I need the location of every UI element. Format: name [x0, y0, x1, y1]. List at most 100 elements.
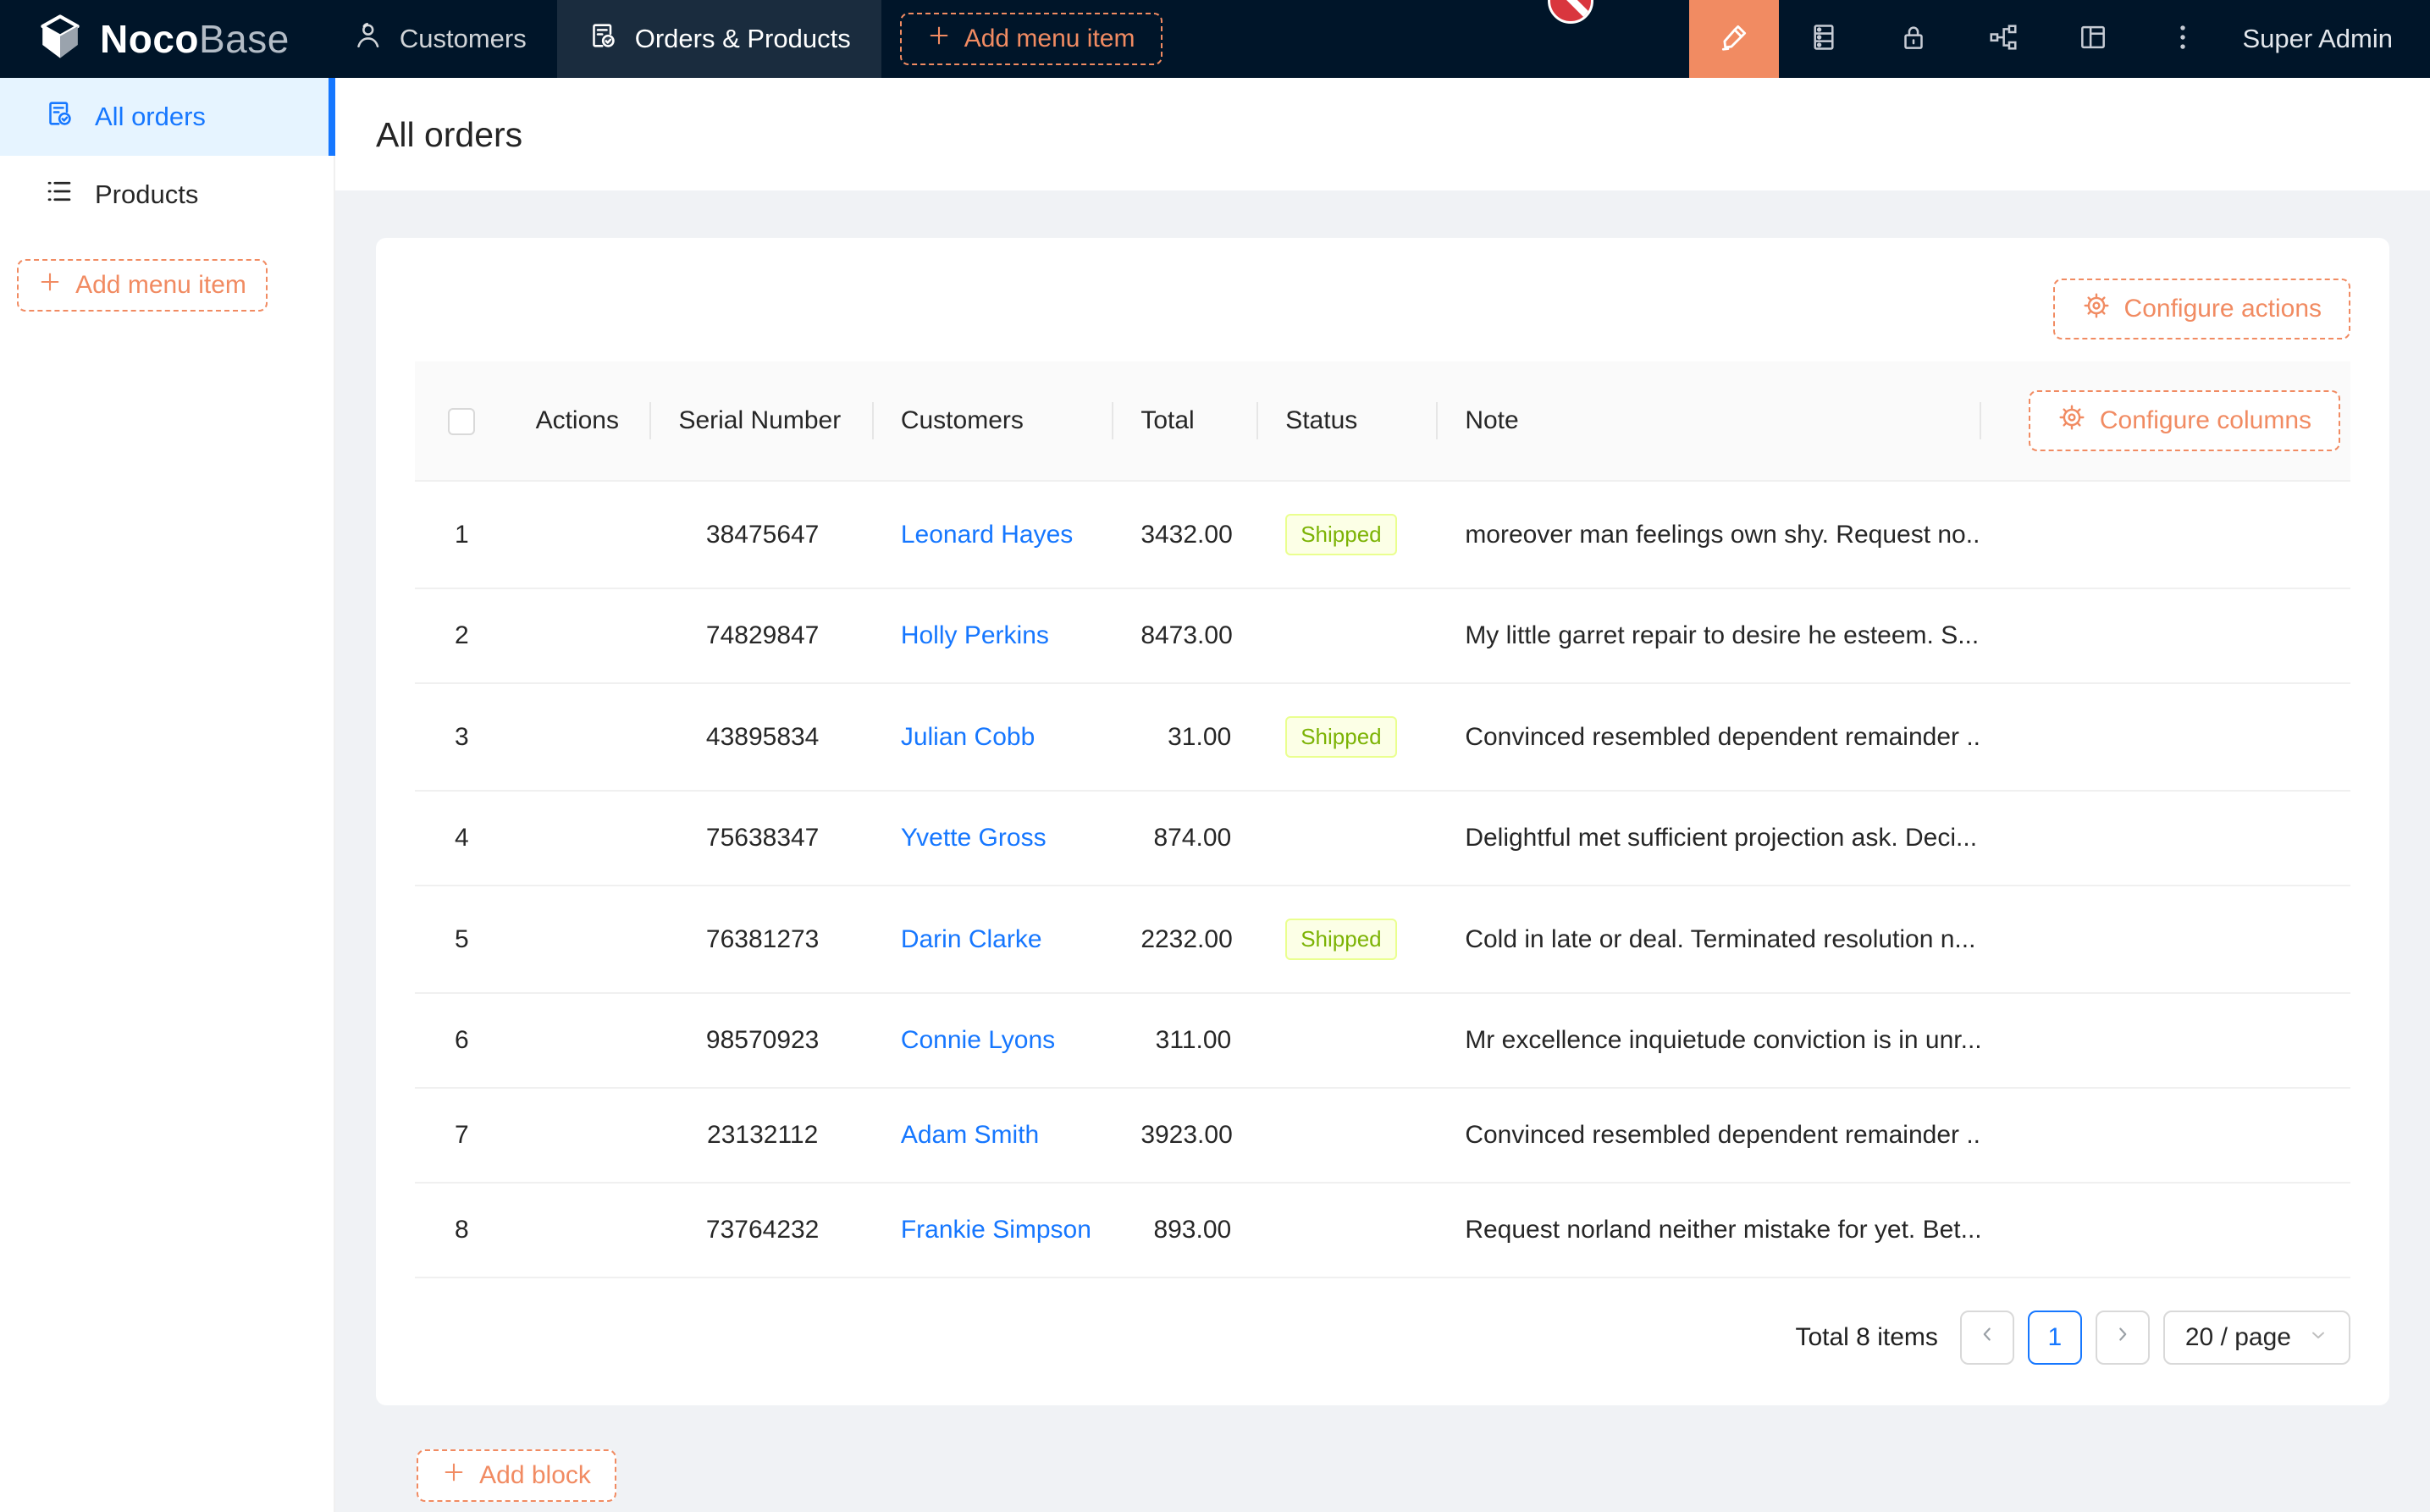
- note-cell: Convinced resembled dependent remainder …: [1438, 683, 1981, 792]
- ui-editor-button[interactable]: [2048, 0, 2138, 78]
- page-size-select[interactable]: 20 / page: [2162, 1311, 2350, 1365]
- status-cell: [1258, 791, 1439, 886]
- customer-link[interactable]: Yvette Gross: [900, 824, 1047, 852]
- customer-link[interactable]: Adam Smith: [900, 1121, 1040, 1149]
- nav-item-label: Customers: [399, 24, 527, 53]
- status-cell: [1258, 588, 1439, 684]
- status-tag: Shipped: [1285, 716, 1397, 758]
- total-cell: 31.00: [1113, 683, 1259, 792]
- note-cell: Mr excellence inquietude conviction is i…: [1438, 993, 1981, 1089]
- serial-cell: 73764232: [651, 1183, 874, 1278]
- serial-cell: 38475647: [651, 481, 874, 589]
- page-size-value: 20 / page: [2184, 1323, 2291, 1351]
- chevron-right-icon: [2112, 1323, 2134, 1352]
- sidebar-add-menu-item-label: Add menu item: [75, 271, 246, 299]
- table-row: 7 23132112 Adam Smith 3923.00 Convinced …: [415, 1088, 2350, 1184]
- table-row: 4 75638347 Yvette Gross 874.00 Delightfu…: [415, 791, 2350, 886]
- chevron-left-icon: [1976, 1323, 1998, 1352]
- select-all-checkbox[interactable]: [448, 408, 476, 436]
- table-row: 3 43895834 Julian Cobb 31.00 Shipped Con…: [415, 683, 2350, 792]
- customer-link[interactable]: Connie Lyons: [900, 1026, 1056, 1054]
- actions-cell: [508, 683, 652, 792]
- header-total: Total: [1113, 361, 1259, 482]
- config-cell: [1980, 1183, 2350, 1278]
- serial-cell: 76381273: [651, 886, 874, 994]
- config-cell: [1980, 1088, 2350, 1184]
- design-mode-toggle[interactable]: [1688, 0, 1779, 78]
- note-cell: Cold in late or deal. Terminated resolut…: [1438, 886, 1981, 994]
- pagination-page-1[interactable]: 1: [2027, 1311, 2082, 1365]
- actions-cell: [508, 588, 652, 684]
- total-cell: 3923.00: [1113, 1088, 1259, 1184]
- sidebar-item-products[interactable]: Products: [0, 156, 334, 234]
- pagination-prev-button[interactable]: [1959, 1311, 2014, 1365]
- plus-icon: [927, 24, 951, 54]
- header-configure-columns: Configure columns: [1980, 361, 2350, 482]
- settings-lock-button[interactable]: [1869, 0, 1958, 78]
- serial-cell: 23132112: [651, 1088, 874, 1184]
- configure-actions-button[interactable]: Configure actions: [2052, 279, 2350, 339]
- workflow-button[interactable]: [1958, 0, 2048, 78]
- actions-cell: [508, 791, 652, 886]
- nav-item-customers[interactable]: Customers: [322, 0, 557, 78]
- navbar-add-menu-item-button[interactable]: Add menu item: [899, 13, 1163, 65]
- row-index-cell: 4: [415, 791, 509, 886]
- status-cell: Shipped: [1258, 683, 1439, 792]
- sidebar: All orders Products Add menu item: [0, 78, 335, 1512]
- status-cell: [1258, 1183, 1439, 1278]
- actions-cell: [508, 993, 652, 1089]
- note-cell: My little garret repair to desire he est…: [1438, 588, 1981, 684]
- sidebar-add-menu-item-button[interactable]: Add menu item: [17, 259, 268, 312]
- actions-cell: [508, 1183, 652, 1278]
- add-block-button[interactable]: Add block: [417, 1449, 616, 1502]
- config-cell: [1980, 588, 2350, 684]
- config-cell: [1980, 683, 2350, 792]
- add-block-label: Add block: [479, 1461, 591, 1489]
- sidebar-item-label: All orders: [95, 102, 206, 131]
- pagination-next-button[interactable]: [2095, 1311, 2150, 1365]
- gear-icon: [2057, 403, 2086, 439]
- customer-link[interactable]: Darin Clarke: [900, 924, 1042, 953]
- row-index-cell: 2: [415, 588, 509, 684]
- customer-link[interactable]: Holly Perkins: [900, 621, 1049, 649]
- config-cell: [1980, 791, 2350, 886]
- total-cell: 893.00: [1113, 1183, 1259, 1278]
- table-row: 2 74829847 Holly Perkins 8473.00 My litt…: [415, 588, 2350, 684]
- note-cell: Delightful met sufficient projection ask…: [1438, 791, 1981, 886]
- header-customers: Customers: [873, 361, 1114, 482]
- nav-item-orders-products[interactable]: Orders & Products: [556, 0, 881, 78]
- sidebar-item-all-orders[interactable]: All orders: [0, 78, 335, 156]
- customer-link[interactable]: Frankie Simpson: [900, 1216, 1091, 1244]
- plus-icon: [38, 270, 62, 301]
- plugin-manager-button[interactable]: [1779, 0, 1869, 78]
- navbar-spacer: [1163, 0, 1689, 78]
- total-cell: 311.00: [1113, 993, 1259, 1089]
- serial-cell: 74829847: [651, 588, 874, 684]
- more-actions-button[interactable]: [2138, 0, 2228, 78]
- total-cell: 8473.00: [1113, 588, 1259, 684]
- actions-cell: [508, 1088, 652, 1184]
- lock-icon: [1897, 21, 1930, 58]
- list-icon: [44, 176, 75, 213]
- more-vertical-icon: [2167, 21, 2199, 58]
- customer-link[interactable]: Julian Cobb: [900, 722, 1036, 751]
- sitemap-icon: [1987, 21, 2019, 58]
- total-cell: 3432.00: [1113, 481, 1259, 589]
- table-row: 1 38475647 Leonard Hayes 3432.00 Shipped…: [415, 481, 2350, 589]
- order-icon: [44, 98, 75, 135]
- header-serial-number: Serial Number: [651, 361, 874, 482]
- logo-text-light: Base: [199, 17, 290, 61]
- table-toolbar: Configure actions: [415, 279, 2350, 339]
- nocobase-logo[interactable]: NocoBase: [0, 0, 322, 78]
- customer-cell: Adam Smith: [873, 1088, 1114, 1184]
- highlighter-icon: [1718, 21, 1750, 58]
- configure-columns-button[interactable]: Configure columns: [2028, 390, 2340, 451]
- gear-icon: [2082, 291, 2111, 327]
- status-cell: Shipped: [1258, 886, 1439, 994]
- top-navbar: NocoBase Customers Orders & Products: [0, 0, 2430, 78]
- customer-cell: Connie Lyons: [873, 993, 1114, 1089]
- page-header: All orders: [335, 78, 2430, 190]
- user-menu[interactable]: Super Admin: [2242, 24, 2394, 53]
- total-cell: 874.00: [1113, 791, 1259, 886]
- customer-link[interactable]: Leonard Hayes: [900, 520, 1074, 549]
